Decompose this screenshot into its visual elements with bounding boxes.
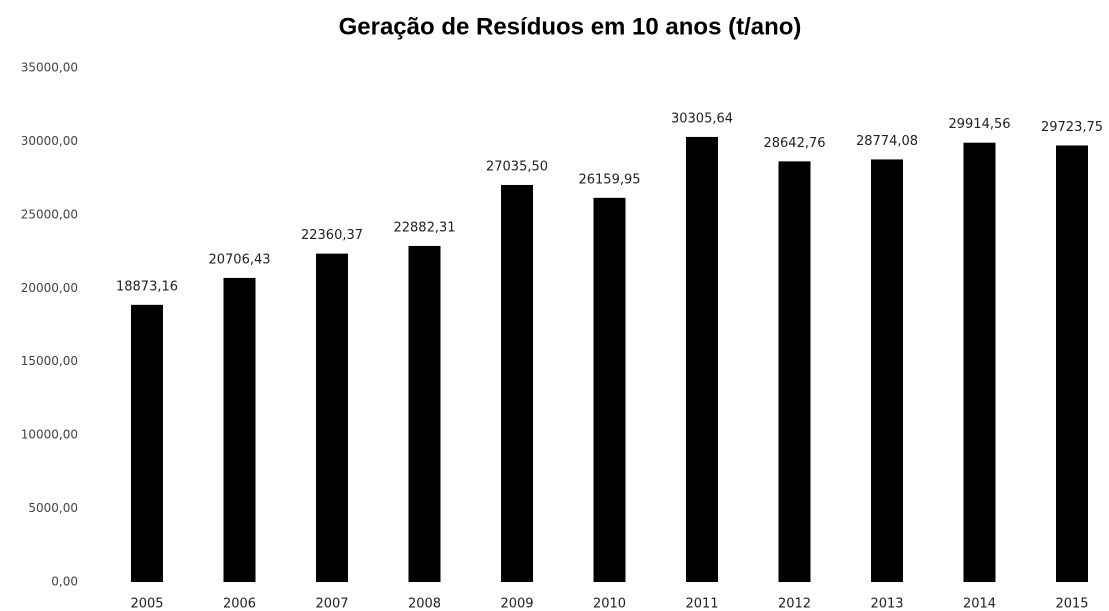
bar [778, 161, 811, 583]
bar [223, 277, 256, 582]
x-tick-label: 2009 [500, 597, 533, 611]
x-tick-label: 2013 [870, 597, 903, 611]
bar [501, 184, 533, 583]
data-label: 26159,95 [578, 172, 640, 187]
bar [408, 245, 441, 582]
x-tick-label: 2015 [1055, 597, 1088, 611]
data-label: 30305,64 [671, 111, 733, 126]
x-tick-label: 2005 [130, 597, 163, 611]
data-label: 29914,56 [948, 117, 1010, 132]
x-tick-label: 2008 [408, 597, 441, 611]
x-tick-label: 2014 [963, 597, 996, 611]
data-label: 29723,75 [1041, 120, 1103, 135]
x-tick-label: 2011 [685, 597, 718, 611]
x-tick-label: 2007 [315, 597, 348, 611]
y-tick-label: 25000,00 [21, 207, 78, 221]
bar [963, 142, 996, 582]
y-tick-label: 10000,00 [21, 428, 78, 442]
bar [686, 136, 718, 582]
bar [131, 304, 163, 582]
data-label: 27035,50 [486, 159, 548, 174]
y-tick-label: 35000,00 [21, 61, 78, 75]
y-tick-label: 20000,00 [21, 281, 78, 295]
bar [316, 253, 348, 582]
data-label: 22360,37 [301, 228, 363, 243]
x-tick-label: 2006 [223, 597, 256, 611]
bar [593, 197, 626, 582]
y-tick-label: 30000,00 [21, 134, 78, 148]
data-label: 20706,43 [208, 252, 270, 267]
data-label: 28642,76 [763, 136, 825, 151]
x-tick-label: 2012 [778, 597, 811, 611]
chart-title: Geração de Resíduos em 10 anos (t/ano) [339, 13, 802, 40]
data-label: 22882,31 [393, 220, 455, 235]
bar [1056, 145, 1088, 582]
data-label: 18873,16 [116, 279, 178, 294]
bar [871, 159, 903, 583]
data-label: 28774,08 [856, 134, 918, 149]
x-tick-label: 2010 [593, 597, 626, 611]
y-tick-label: 0,00 [51, 575, 78, 589]
y-tick-label: 15000,00 [21, 354, 78, 368]
y-tick-label: 5000,00 [28, 501, 78, 515]
